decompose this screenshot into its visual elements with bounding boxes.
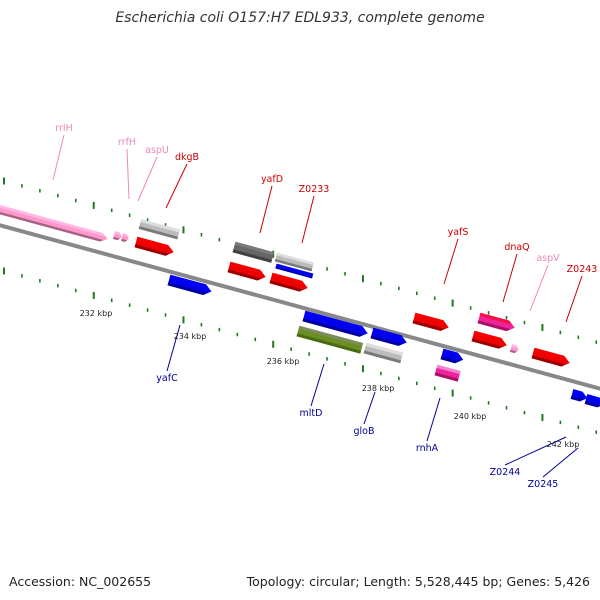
Z0233-region-feature[interactable] [274,252,314,272]
connector-line [504,436,567,466]
dnaQ-feature[interactable] [471,330,509,351]
gene-label[interactable]: Z0245 [528,479,559,490]
kbp-label: 234 kbp [174,332,207,341]
yafD-region-feature[interactable] [232,241,275,263]
Z0233-feature[interactable] [269,272,310,294]
genome-stats-text: Topology: circular; Length: 5,528,445 bp… [246,574,590,589]
rnhA-pink-feature[interactable] [434,364,461,382]
connector-line [529,264,549,312]
connector-line [426,397,441,442]
connector-line [310,363,325,407]
pseudo-feature[interactable] [138,219,180,240]
gloB-feature[interactable] [363,342,404,364]
gene-label[interactable]: aspU [145,145,169,156]
gene-label[interactable]: Z0243 [567,264,598,275]
gene-label[interactable]: mltD [300,408,323,419]
aspU-feature[interactable] [120,233,130,243]
gene-label[interactable]: yafD [261,174,283,185]
connector-line [301,195,315,244]
gene-label[interactable]: yafC [156,373,178,384]
label-connectors [52,134,583,478]
dkgB-feature[interactable] [134,236,176,258]
connector-line [542,447,579,478]
gene-label[interactable]: aspV [536,253,560,264]
aspV-feature[interactable] [509,344,520,354]
gene-label[interactable]: dnaQ [504,242,529,253]
gene-label[interactable]: dkgB [175,152,199,163]
connector-line [166,324,181,372]
connector-line [565,275,583,323]
kbp-label: 242 kbp [547,440,580,449]
kbp-label: 238 kbp [362,384,395,393]
connector-line [502,253,518,303]
connector-line [52,134,65,181]
Z0243-feature[interactable] [531,347,572,369]
tick-marks [3,177,598,434]
gene-label[interactable]: rrlH [55,123,72,134]
yafC-feature[interactable] [167,274,213,297]
connector-line [259,185,273,234]
rrlH-feature[interactable] [0,202,109,244]
gene-label[interactable]: rrfH [118,137,136,148]
connector-line [126,148,130,200]
Z0245-feature[interactable] [584,394,600,409]
mltD-region-feature[interactable] [296,325,364,354]
Z0244-feature[interactable] [570,389,589,403]
kbp-labels: 232 kbp 234 kbp 236 kbp 238 kbp 240 kbp 242 k… [80,309,580,449]
gene-label[interactable]: gloB [354,426,375,437]
connector-line [137,156,158,202]
gene-labels: rrlH rrfH aspU dkgB yafD Z0233 yafS dnaQ aspV Z02… [55,123,597,490]
gloB-rev-feature[interactable] [370,327,409,348]
rrfH-feature[interactable] [112,231,123,241]
gene-label[interactable]: yafS [448,227,469,238]
kbp-label: 240 kbp [454,412,487,421]
Z0233-strip-feature[interactable] [275,263,314,279]
accession-text: Accession: NC_002655 [9,574,152,589]
map-title: Escherichia coli O157:H7 EDL933, complet… [115,10,485,26]
gene-label[interactable]: Z0244 [490,467,521,478]
connector-line [443,238,459,285]
kbp-label: 232 kbp [80,309,113,318]
gene-features [0,202,600,409]
gene-label[interactable]: rnhA [416,443,439,454]
yafD-feature[interactable] [227,261,268,283]
kbp-label: 236 kbp [267,357,300,366]
genome-backbone [0,223,600,391]
mltD-forward-feature[interactable] [302,310,370,339]
rnhA-feature[interactable] [440,348,465,365]
connector-line [363,391,376,425]
dnaQ-pink-feature[interactable] [477,312,517,333]
gene-label[interactable]: Z0233 [299,184,330,195]
connector-line [165,163,188,209]
yafS-feature[interactable] [412,312,451,333]
